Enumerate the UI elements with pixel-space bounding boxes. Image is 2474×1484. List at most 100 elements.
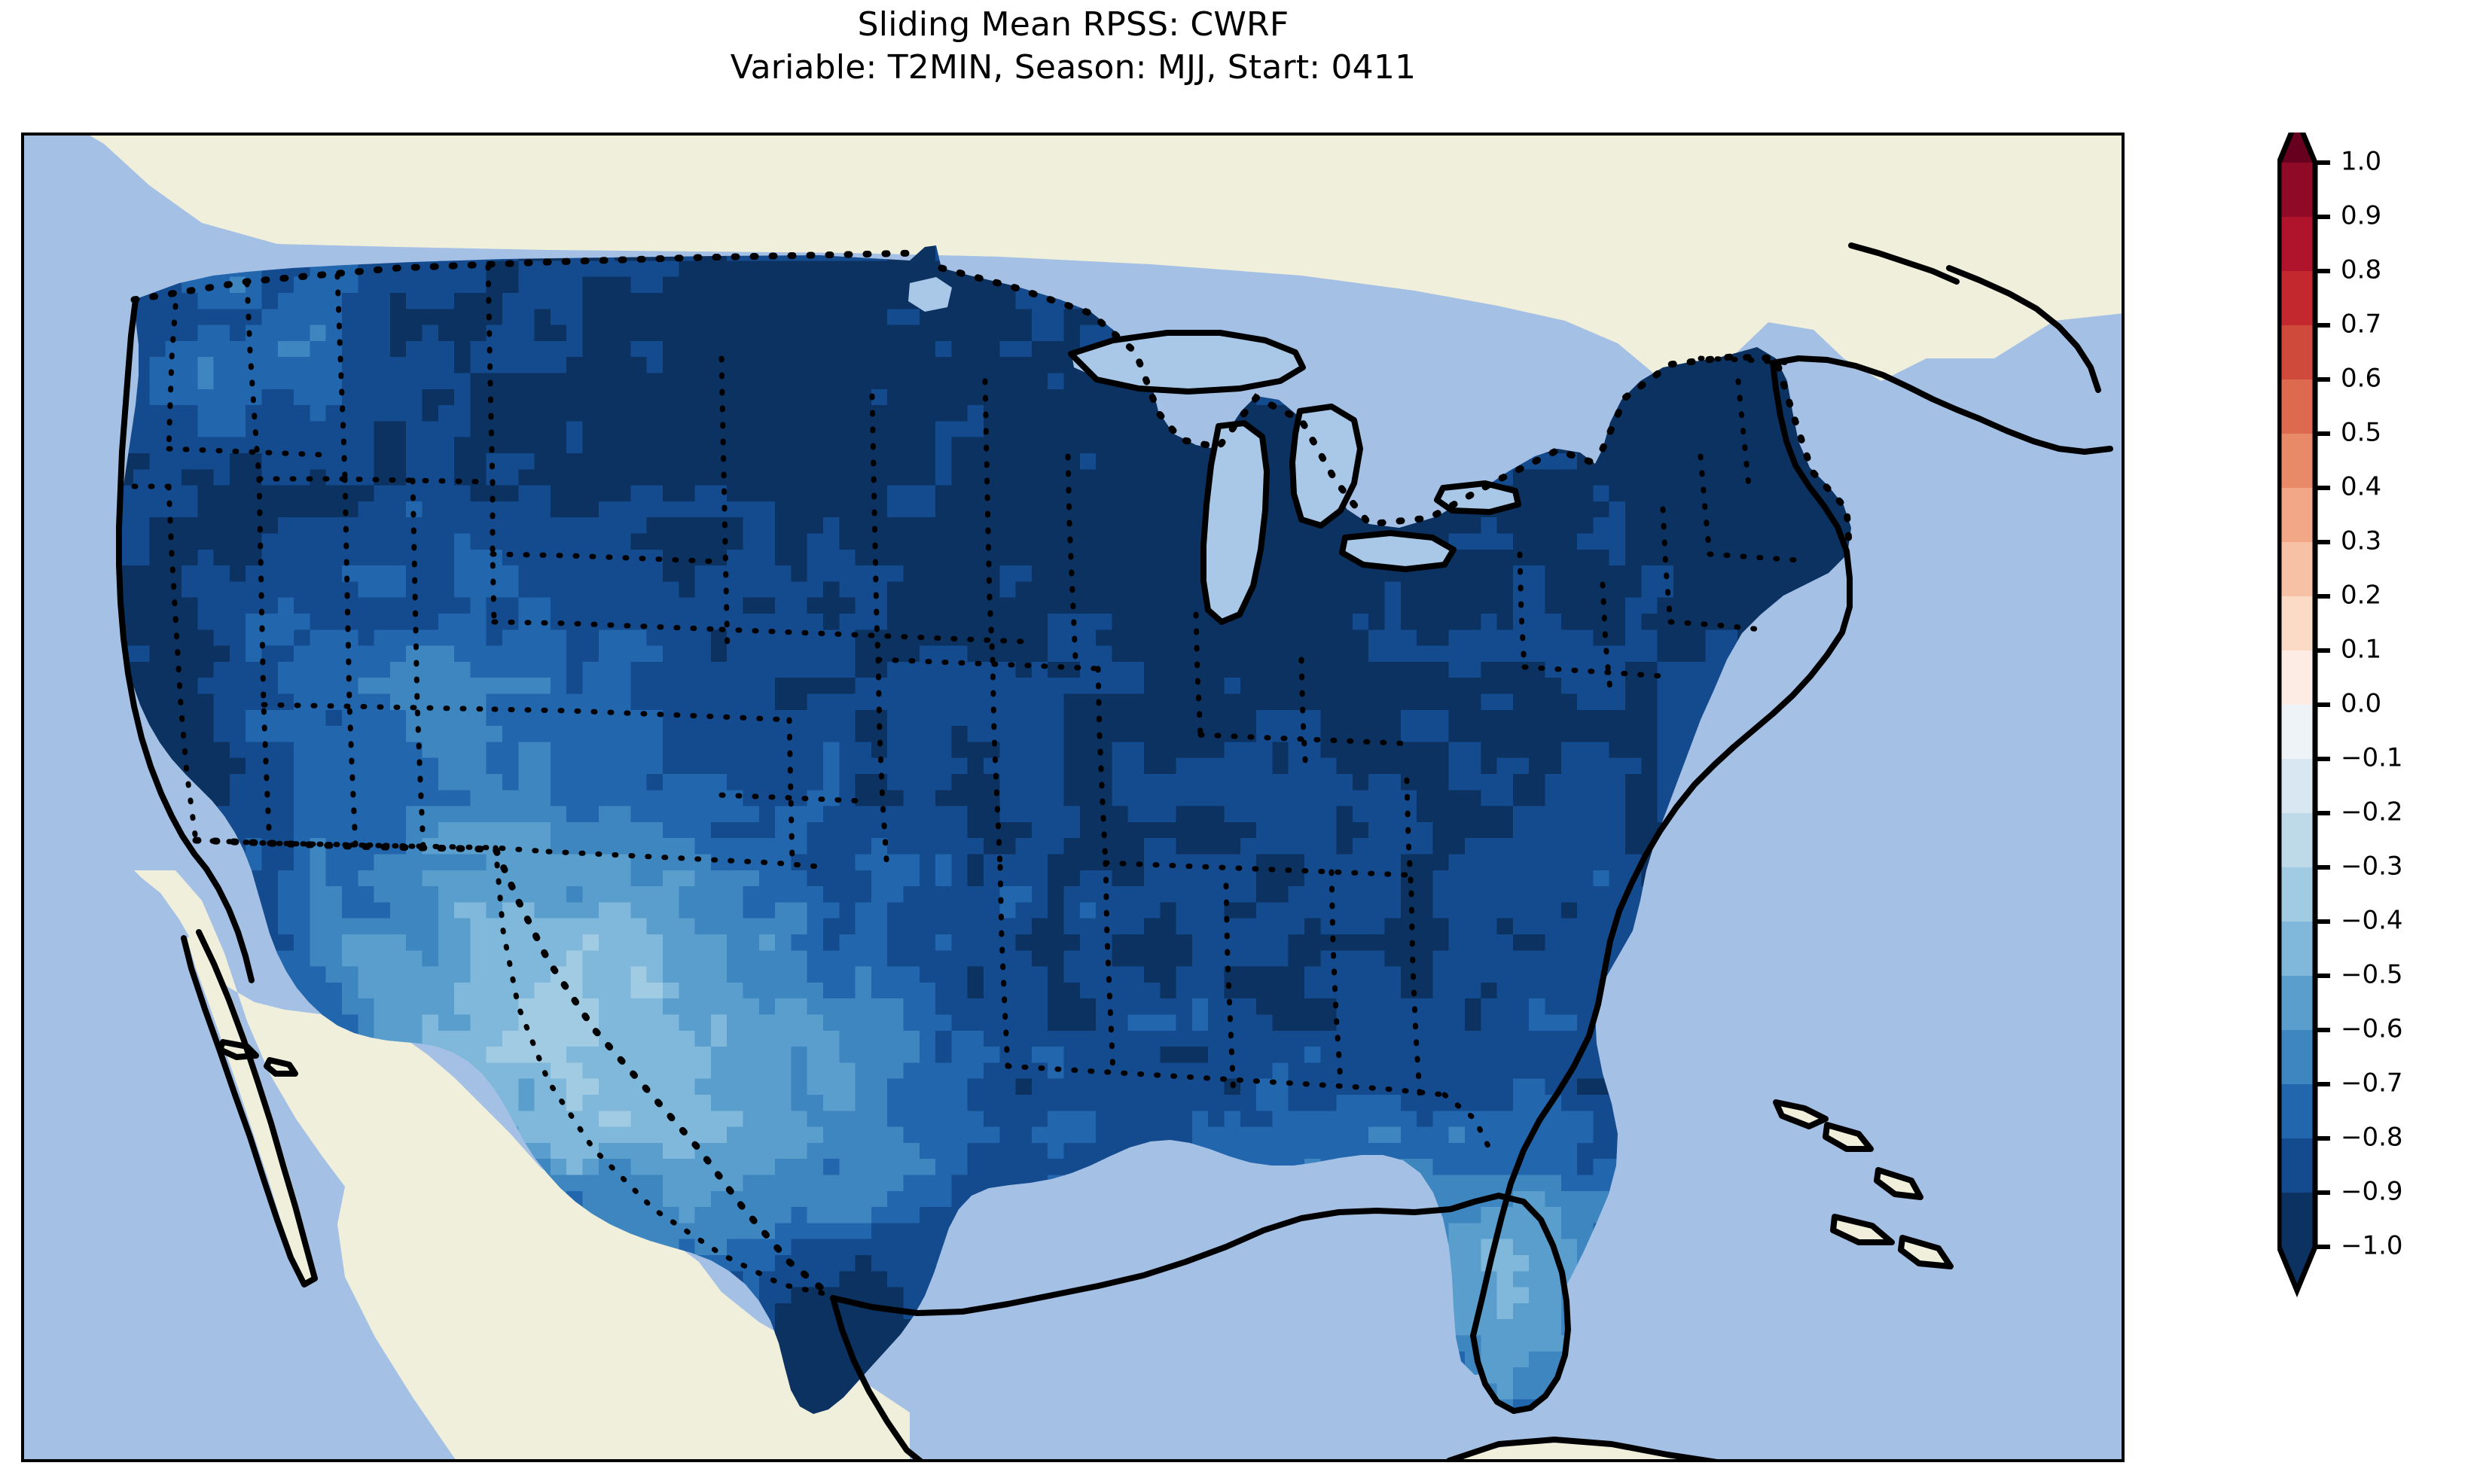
rpss-cell bbox=[1448, 597, 1466, 614]
rpss-cell bbox=[197, 485, 215, 502]
rpss-cell bbox=[182, 726, 198, 743]
rpss-cell bbox=[1417, 645, 1434, 663]
rpss-cell bbox=[999, 517, 1017, 535]
rpss-cell bbox=[871, 261, 888, 278]
rpss-cell bbox=[182, 709, 198, 727]
rpss-cell bbox=[807, 357, 824, 374]
rpss-cell bbox=[133, 678, 151, 695]
rpss-cell bbox=[325, 485, 343, 502]
rpss-cell bbox=[727, 485, 744, 502]
rpss-cell bbox=[663, 565, 679, 583]
rpss-cell bbox=[1320, 565, 1338, 583]
rpss-cell bbox=[1593, 614, 1610, 630]
rpss-cell bbox=[679, 614, 696, 630]
rpss-cell bbox=[1529, 597, 1546, 614]
rpss-cell bbox=[1737, 373, 1755, 390]
rpss-cell bbox=[1304, 661, 1321, 678]
rpss-cell bbox=[951, 437, 969, 454]
rpss-cell bbox=[277, 389, 294, 406]
rpss-cell bbox=[1256, 614, 1274, 630]
rpss-cell bbox=[1737, 501, 1755, 518]
rpss-cell bbox=[277, 678, 294, 695]
rpss-cell bbox=[550, 709, 567, 727]
rpss-cell bbox=[919, 709, 936, 727]
rpss-cell bbox=[1817, 549, 1835, 566]
rpss-cell bbox=[1352, 709, 1369, 727]
rpss-cell bbox=[1048, 340, 1065, 358]
rpss-cell bbox=[1336, 597, 1353, 614]
rpss-cell bbox=[791, 709, 808, 727]
rpss-cell bbox=[1545, 453, 1562, 470]
rpss-cell bbox=[229, 597, 246, 614]
rpss-cell bbox=[149, 549, 166, 566]
rpss-cell bbox=[1096, 437, 1113, 454]
rpss-cell bbox=[374, 485, 391, 502]
rpss-cell bbox=[1096, 453, 1113, 470]
rpss-cell bbox=[1657, 421, 1674, 438]
rpss-cell bbox=[438, 709, 455, 727]
rpss-cell bbox=[2122, 421, 2125, 437]
rpss-cell bbox=[213, 597, 230, 614]
rpss-cell bbox=[630, 357, 648, 374]
rpss-cell bbox=[422, 693, 439, 711]
rpss-cell bbox=[935, 614, 953, 630]
rpss-cell bbox=[743, 581, 760, 599]
rpss-cell bbox=[197, 389, 215, 406]
rpss-cell bbox=[1063, 485, 1081, 502]
rpss-cell bbox=[1496, 693, 1514, 711]
rpss-cell bbox=[694, 373, 712, 390]
rpss-cell bbox=[165, 469, 182, 486]
rpss-cell bbox=[743, 501, 760, 518]
rpss-cell bbox=[229, 340, 246, 358]
rpss-cell bbox=[358, 453, 375, 470]
rpss-cell bbox=[2122, 245, 2125, 261]
rpss-cell bbox=[710, 325, 728, 342]
rpss-cell bbox=[743, 517, 760, 535]
rpss-cell bbox=[1625, 533, 1642, 550]
rpss-cell bbox=[213, 389, 230, 406]
rpss-cell bbox=[277, 453, 294, 470]
rpss-cell bbox=[1432, 678, 1450, 695]
rpss-cell bbox=[903, 340, 920, 358]
rpss-cell bbox=[358, 485, 375, 502]
rpss-cell bbox=[791, 276, 808, 294]
rpss-cell bbox=[663, 340, 679, 358]
rpss-cell bbox=[1673, 581, 1690, 599]
rpss-cell bbox=[550, 661, 567, 678]
rpss-cell bbox=[646, 549, 663, 566]
rpss-cell bbox=[422, 453, 439, 470]
rpss-cell bbox=[1641, 469, 1658, 486]
rpss-cell bbox=[951, 469, 969, 486]
rpss-cell bbox=[1641, 421, 1658, 438]
rpss-cell bbox=[470, 485, 487, 502]
rpss-cell bbox=[438, 581, 455, 599]
rpss-cell bbox=[374, 389, 391, 406]
rpss-cell bbox=[2122, 341, 2125, 358]
rpss-cell bbox=[935, 629, 953, 647]
rpss-cell bbox=[229, 293, 246, 309]
rpss-cell bbox=[406, 357, 423, 374]
rpss-cell bbox=[454, 614, 471, 630]
rpss-cell bbox=[967, 340, 984, 358]
rpss-cell bbox=[903, 357, 920, 374]
rpss-cell bbox=[1448, 629, 1466, 647]
rpss-cell bbox=[1240, 709, 1257, 727]
rpss-cell bbox=[775, 309, 792, 326]
rpss-cell bbox=[758, 597, 776, 614]
rpss-cell bbox=[133, 629, 151, 647]
rpss-cell bbox=[1048, 549, 1065, 566]
rpss-cell bbox=[1689, 533, 1707, 550]
rpss-cell bbox=[182, 501, 198, 518]
rpss-cell bbox=[550, 645, 567, 663]
rpss-cell bbox=[951, 276, 969, 294]
rpss-cell bbox=[1400, 614, 1417, 630]
rpss-cell bbox=[935, 501, 953, 518]
rpss-cell bbox=[261, 373, 279, 390]
rpss-cell bbox=[1063, 325, 1081, 342]
rpss-cell bbox=[935, 421, 953, 438]
rpss-cell bbox=[1208, 709, 1225, 727]
rpss-cell bbox=[342, 726, 358, 743]
rpss-cell bbox=[518, 309, 535, 326]
rpss-cell bbox=[133, 421, 151, 438]
rpss-cell bbox=[951, 581, 969, 599]
